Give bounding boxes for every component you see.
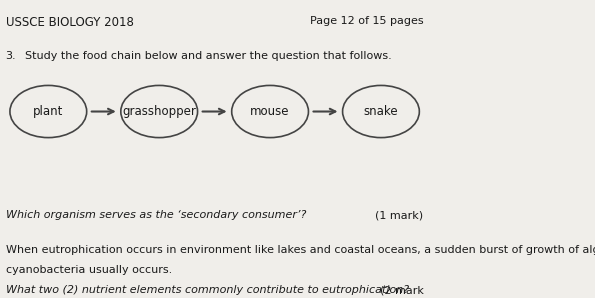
Circle shape (10, 86, 87, 138)
Text: USSCE BIOLOGY 2018: USSCE BIOLOGY 2018 (6, 16, 133, 29)
Text: (2 mark: (2 mark (380, 285, 424, 295)
Text: plant: plant (33, 105, 64, 118)
Text: Page 12 of 15 pages: Page 12 of 15 pages (310, 16, 424, 26)
Text: cyanobacteria usually occurs.: cyanobacteria usually occurs. (6, 265, 172, 275)
Text: When eutrophication occurs in environment like lakes and coastal oceans, a sudde: When eutrophication occurs in environmen… (6, 245, 595, 255)
Circle shape (121, 86, 198, 138)
Text: grasshopper: grasshopper (122, 105, 196, 118)
Text: snake: snake (364, 105, 398, 118)
Circle shape (231, 86, 308, 138)
Text: What two (2) nutrient elements commonly contribute to eutrophication?: What two (2) nutrient elements commonly … (6, 285, 409, 295)
Text: (1 mark): (1 mark) (375, 210, 424, 220)
Text: mouse: mouse (250, 105, 290, 118)
Circle shape (343, 86, 419, 138)
Text: Study the food chain below and answer the question that follows.: Study the food chain below and answer th… (25, 51, 392, 61)
Text: Which organism serves as the ‘secondary consumer’?: Which organism serves as the ‘secondary … (6, 210, 306, 220)
Text: 3.: 3. (6, 51, 16, 61)
